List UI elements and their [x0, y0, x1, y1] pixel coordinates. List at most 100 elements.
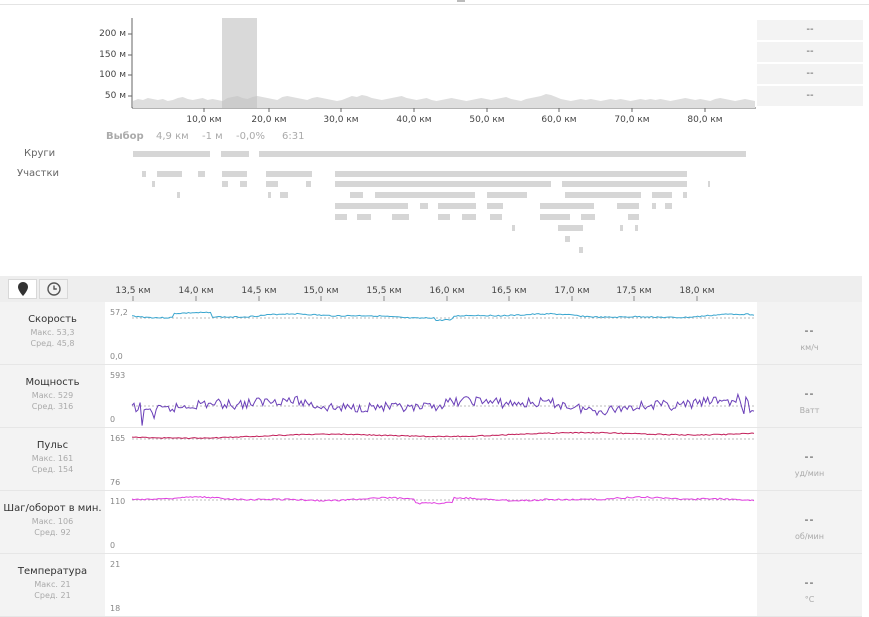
segment-bar[interactable] [157, 171, 182, 177]
row-divider [0, 427, 862, 428]
segment-bar[interactable] [240, 181, 247, 187]
segment-bar[interactable] [392, 214, 409, 220]
x-tick-label: 60,0 км [541, 115, 577, 125]
selection-grade: -0,0% [236, 131, 266, 142]
segment-bar[interactable] [335, 181, 551, 187]
segment-bar[interactable] [462, 214, 476, 220]
power-graph[interactable] [131, 365, 756, 427]
x-tick-label: 70,0 км [614, 115, 650, 125]
segment-bar[interactable] [152, 181, 155, 187]
segment-bar[interactable] [540, 203, 594, 209]
segment-bar[interactable] [268, 192, 271, 198]
segment-bar[interactable] [280, 192, 288, 198]
cadence-graph[interactable] [131, 491, 756, 553]
segment-bar[interactable] [198, 171, 205, 177]
lap-bar[interactable] [259, 151, 746, 157]
segment-bar[interactable] [335, 171, 687, 177]
x-tick-label: 20,0 км [251, 115, 287, 125]
overview-side-value: -- [757, 86, 863, 106]
segment-bar[interactable] [177, 192, 180, 198]
elevation-profile-graph[interactable] [0, 0, 869, 130]
metric-row-heart-rate: Пульс Макс. 161 Сред. 154 165 76 -- уд/м… [0, 428, 862, 490]
segment-bar[interactable] [540, 214, 570, 220]
segment-bar[interactable] [335, 214, 347, 220]
segment-bar[interactable] [635, 225, 638, 231]
laps-and-segments-bars[interactable] [0, 148, 869, 258]
x-tick-label: 50,0 км [469, 115, 505, 125]
metric-row-power: Мощность Макс. 529 Сред. 316 593 0 -- Ва… [0, 365, 862, 427]
segment-bar[interactable] [438, 203, 476, 209]
metric-trace-line [131, 392, 755, 426]
metric-current-value: -- [804, 576, 815, 589]
metric-label-panel: Шаг/оборот в мин. Макс. 106 Сред. 92 [0, 491, 105, 553]
detail-x-tick-label: 14,0 км [178, 286, 214, 296]
metric-value-panel: -- Ватт [757, 365, 862, 427]
segment-bar[interactable] [420, 203, 428, 209]
segment-bar[interactable] [222, 171, 247, 177]
segment-bar[interactable] [620, 225, 623, 231]
metric-avg: Сред. 45,8 [30, 339, 75, 348]
row-divider [0, 553, 862, 554]
segment-bar[interactable] [375, 192, 475, 198]
segment-bar[interactable] [683, 192, 687, 198]
segment-bar[interactable] [490, 214, 502, 220]
segment-bar[interactable] [565, 236, 570, 242]
segment-bar[interactable] [512, 225, 515, 231]
metric-trace-line [131, 311, 755, 322]
segment-bar[interactable] [652, 203, 656, 209]
segment-bar[interactable] [438, 214, 450, 220]
resize-grip[interactable] [457, 0, 465, 2]
time-view-button[interactable] [39, 279, 68, 299]
segment-bar[interactable] [565, 192, 641, 198]
detail-x-tick-label: 16,0 км [429, 286, 465, 296]
segment-bar[interactable] [579, 247, 583, 253]
metric-current-value: -- [804, 450, 815, 463]
segment-bar[interactable] [350, 192, 363, 198]
segment-bar[interactable] [562, 181, 687, 187]
metric-avg: Сред. 316 [31, 402, 74, 411]
metric-label-panel: Мощность Макс. 529 Сред. 316 [0, 365, 105, 427]
metric-ymin: 76 [110, 478, 121, 487]
clock-icon [46, 282, 61, 296]
segment-bar[interactable] [487, 192, 527, 198]
segment-bar[interactable] [142, 171, 146, 177]
segment-bar[interactable] [665, 203, 672, 209]
y-tick-label: 150 м [99, 50, 126, 60]
segment-bar[interactable] [708, 181, 710, 187]
segment-bar[interactable] [487, 203, 503, 209]
metric-ymax: 110 [110, 497, 126, 506]
speed-graph[interactable] [131, 302, 756, 364]
metric-current-value: -- [804, 513, 815, 526]
metric-name: Мощность [25, 377, 80, 388]
segment-bar[interactable] [222, 181, 228, 187]
segment-bar[interactable] [335, 203, 408, 209]
metric-ymax: 21 [110, 560, 121, 569]
metric-name: Температура [17, 566, 88, 577]
metric-ymin: 0,0 [110, 352, 123, 361]
segment-bar[interactable] [581, 214, 595, 220]
segment-bar[interactable] [266, 171, 312, 177]
segment-bar[interactable] [357, 214, 371, 220]
selection-elevation: -1 м [202, 131, 223, 142]
lap-bar[interactable] [133, 151, 210, 157]
metric-name: Шаг/оборот в мин. [3, 503, 102, 514]
x-tick-label: 80,0 км [687, 115, 723, 125]
metric-avg: Сред. 92 [34, 528, 71, 537]
segment-bar[interactable] [617, 203, 639, 209]
map-pin-icon [17, 282, 28, 296]
segment-bar[interactable] [652, 192, 672, 198]
metric-row-speed: Скорость Макс. 53,3 Сред. 45,8 57,2 0,0 … [0, 302, 862, 364]
segment-bar[interactable] [558, 225, 583, 231]
laps-label: Круги [24, 148, 56, 159]
segments-label: Участки [17, 168, 59, 179]
lap-bar[interactable] [221, 151, 249, 157]
segment-bar[interactable] [266, 181, 278, 187]
map-view-button[interactable] [8, 279, 37, 299]
metric-max: Макс. 106 [31, 517, 74, 526]
segment-bar[interactable] [306, 181, 311, 187]
temperature-graph[interactable] [132, 554, 756, 616]
heart-rate-graph[interactable] [131, 428, 756, 490]
selection-highlight[interactable] [222, 18, 257, 108]
segment-bar[interactable] [628, 214, 639, 220]
metric-name: Пульс [36, 440, 69, 451]
